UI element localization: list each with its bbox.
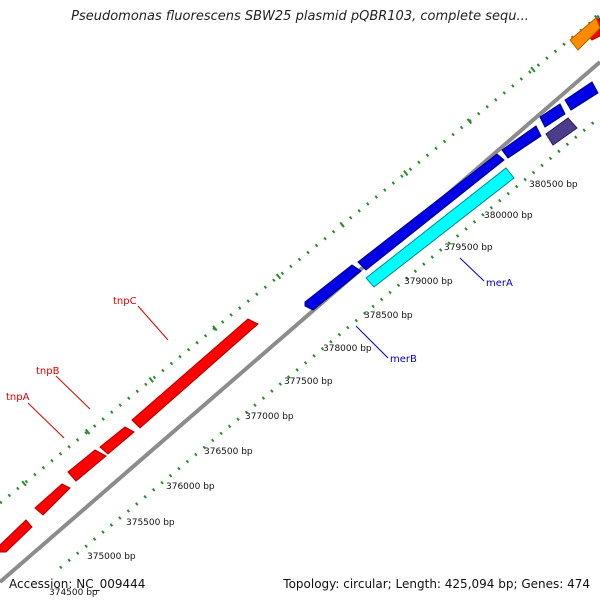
tick-label: 376000 bp — [166, 482, 215, 492]
tnpB-callout — [55, 375, 91, 410]
forward-genes — [0, 17, 600, 553]
tick-label: 379000 bp — [404, 277, 453, 287]
tick-label: 379500 bp — [444, 243, 493, 253]
backbone-line — [0, 60, 600, 584]
gene-arrow[interactable] — [539, 103, 566, 128]
gene-label-merB: merB — [390, 354, 417, 365]
accession-text: Accession: NC_009444 — [9, 577, 146, 591]
summary-text: Topology: circular; Length: 425,094 bp; … — [283, 577, 590, 591]
gene-arrow[interactable] — [564, 81, 599, 111]
gene-arrow[interactable] — [34, 483, 71, 516]
orange-gene[interactable] — [569, 17, 600, 51]
map-title: Pseudomonas fluorescens SBW25 plasmid pQ… — [71, 9, 529, 24]
merA-gene[interactable] — [365, 167, 515, 288]
tick-label: 374500 bp — [49, 588, 98, 598]
bp-tick-labels: 374500 bp 375000 bp 375500 bp 376000 bp … — [49, 180, 578, 598]
tick-label: 380000 bp — [484, 211, 533, 221]
gene-label-lines — [27, 257, 485, 439]
inner-tick-ring — [59, 115, 600, 570]
merB-gene[interactable] — [304, 264, 362, 311]
gene-label-tnpC: tnpC — [113, 296, 137, 307]
gene-label-merA: merA — [486, 278, 513, 289]
merB-callout — [355, 325, 389, 359]
tnpC-callout — [137, 305, 169, 341]
gene-arrow[interactable] — [67, 449, 107, 482]
gene-arrow[interactable] — [99, 426, 135, 455]
reverse-genes — [304, 81, 599, 311]
tick-label: 375000 bp — [87, 552, 136, 562]
tnpA-callout — [27, 402, 65, 439]
tick-label: 380500 bp — [529, 180, 578, 190]
gene-label-tnpA: tnpA — [6, 392, 30, 403]
outer-tick-ring — [0, 13, 600, 505]
gene-arrow[interactable] — [0, 519, 33, 553]
tick-label: 377500 bp — [284, 377, 333, 387]
tnpC-gene[interactable] — [131, 318, 259, 429]
dark-gene[interactable] — [545, 117, 578, 146]
tick-label: 377000 bp — [245, 412, 294, 422]
gene-arrow[interactable] — [357, 153, 505, 271]
gene-label-tnpB: tnpB — [36, 366, 60, 377]
tick-label: 378000 bp — [323, 344, 372, 354]
tick-label: 378500 bp — [364, 311, 413, 321]
tick-label: 375500 bp — [126, 518, 175, 528]
merA-callout — [459, 257, 485, 282]
tick-label: 376500 bp — [204, 447, 253, 457]
gene-arrow[interactable] — [501, 125, 542, 159]
